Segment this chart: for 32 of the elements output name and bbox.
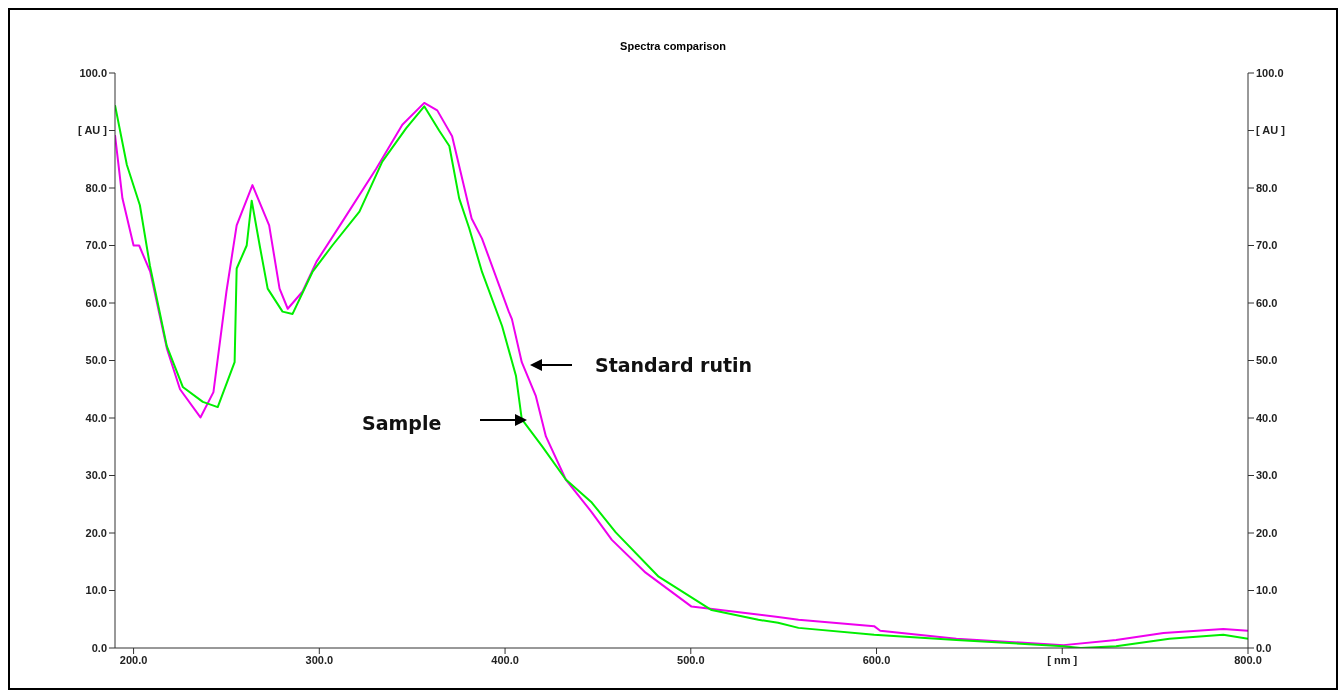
y2-tick-label: 50.0 [1256,354,1278,367]
y-tick-label: 10.0 [85,584,107,597]
y2-tick-label: 60.0 [1256,296,1278,309]
y2-tick-label: 10.0 [1256,584,1278,597]
y-tick-label: 20.0 [85,526,107,539]
y-tick-label: 50.0 [85,354,107,367]
x-tick-label: 300.0 [305,653,334,666]
y-tick-label: 40.0 [85,411,107,424]
y2-tick-label: 0.0 [1256,641,1272,654]
annotation: Standard rutin [595,354,753,376]
x-tick-label: 800.0 [1234,653,1262,666]
y-tick-label: 0.0 [91,641,107,654]
x-tick-label: 600.0 [862,653,891,666]
y2-tick-label: 80.0 [1256,181,1278,194]
y-tick-label: 30.0 [85,469,107,482]
y2-tick-label: 30.0 [1256,469,1278,482]
x-tick-label: 500.0 [677,653,705,666]
x-tick-label: [ nm ] [1047,653,1078,666]
annotation: Sample [362,412,442,434]
y-tick-label: 70.0 [85,239,107,252]
y2-tick-label: 20.0 [1256,526,1278,539]
y-tick-label: 60.0 [85,296,107,309]
x-tick-label: 400.0 [491,653,519,666]
x-tick-label: 200.0 [119,653,148,666]
chart-title: Spectra comparison [619,40,727,52]
y-tick-label: 100.0 [79,66,107,79]
y-tick-label: 80.0 [85,181,107,194]
y-tick-label: [ AU ] [78,124,108,137]
y2-tick-label: 40.0 [1256,411,1278,424]
y2-tick-label: 70.0 [1256,239,1278,252]
y2-tick-label: 100.0 [1256,66,1284,79]
y2-tick-label: [ AU ] [1256,124,1286,137]
